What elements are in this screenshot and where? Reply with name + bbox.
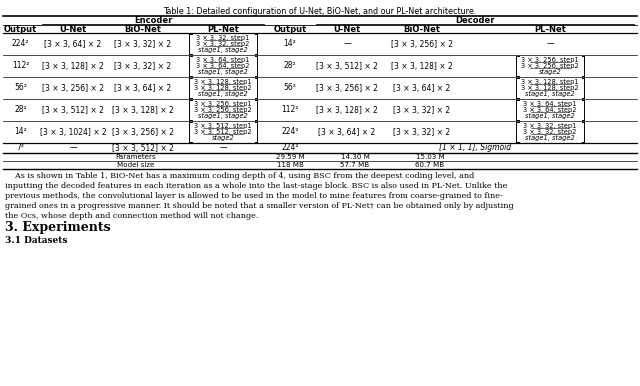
Text: 3 × 3, 64, step1: 3 × 3, 64, step1 (196, 57, 250, 63)
Text: 28²: 28² (14, 105, 27, 115)
Text: 3 × 3, 64, step2: 3 × 3, 64, step2 (196, 63, 250, 69)
Text: 3 × 3, 128, step1: 3 × 3, 128, step1 (195, 79, 252, 85)
Text: 7²: 7² (17, 144, 24, 152)
Text: stage1, stage2: stage1, stage2 (198, 113, 248, 119)
Text: 3 × 3, 32, step2: 3 × 3, 32, step2 (524, 129, 577, 135)
Text: [3 × 3, 128] × 2: [3 × 3, 128] × 2 (316, 105, 378, 115)
Text: [3 × 3, 64] × 2: [3 × 3, 64] × 2 (44, 39, 102, 49)
Text: [3 × 3, 256] × 2: [3 × 3, 256] × 2 (316, 83, 378, 93)
Text: 3. Experiments: 3. Experiments (5, 221, 111, 234)
Text: Table 1: Detailed configuration of U-Net, BiO-Net, and our PL-Net architecture.: Table 1: Detailed configuration of U-Net… (163, 7, 477, 17)
Text: [3 × 3, 512] × 2: [3 × 3, 512] × 2 (112, 144, 174, 152)
Text: Model size: Model size (117, 162, 154, 168)
Text: [3 × 3, 64] × 2: [3 × 3, 64] × 2 (318, 127, 376, 137)
Text: 3 × 3, 512, step2: 3 × 3, 512, step2 (194, 129, 252, 135)
Text: [3 × 3, 256] × 2: [3 × 3, 256] × 2 (42, 83, 104, 93)
Text: [3 × 3, 128] × 2: [3 × 3, 128] × 2 (42, 61, 104, 71)
Text: 3.1 Datasets: 3.1 Datasets (5, 236, 67, 245)
Text: 118 MB: 118 MB (276, 162, 303, 168)
Text: stage1, stage2: stage1, stage2 (198, 47, 248, 53)
Text: —: — (69, 144, 77, 152)
Text: [3 × 3, 32] × 2: [3 × 3, 32] × 2 (394, 105, 451, 115)
Text: 14²: 14² (14, 127, 27, 137)
Text: 224²: 224² (281, 127, 299, 137)
Text: 112²: 112² (282, 105, 299, 115)
Text: 3 × 3, 32, step1: 3 × 3, 32, step1 (524, 123, 577, 129)
Text: stage1, stage2: stage1, stage2 (525, 135, 575, 141)
Text: 56²: 56² (284, 83, 296, 93)
Text: 14.30 M: 14.30 M (340, 154, 369, 160)
Text: [3 × 3, 256] × 2: [3 × 3, 256] × 2 (112, 127, 174, 137)
Text: 57.7 MB: 57.7 MB (340, 162, 369, 168)
Text: 3 × 3, 128, step2: 3 × 3, 128, step2 (521, 85, 579, 91)
Text: 28²: 28² (284, 61, 296, 71)
Text: [3 × 3, 64] × 2: [3 × 3, 64] × 2 (115, 83, 172, 93)
Text: Output: Output (273, 24, 307, 34)
Text: BiO-Net: BiO-Net (125, 24, 161, 34)
Text: Output: Output (4, 24, 37, 34)
Text: U-Net: U-Net (60, 24, 86, 34)
Text: 3 × 3, 256, step1: 3 × 3, 256, step1 (521, 57, 579, 63)
Text: [3 × 3, 512] × 2: [3 × 3, 512] × 2 (316, 61, 378, 71)
Text: 112²: 112² (12, 61, 29, 71)
Text: 3 × 3, 64, step1: 3 × 3, 64, step1 (524, 101, 577, 107)
Text: 224²: 224² (12, 39, 29, 49)
Text: stage1, stage2: stage1, stage2 (198, 91, 248, 97)
Text: 60.7 MB: 60.7 MB (415, 162, 445, 168)
Text: stage2: stage2 (539, 69, 561, 75)
Text: Encoder: Encoder (134, 16, 172, 25)
Text: —: — (546, 39, 554, 49)
Text: [3 × 3, 32] × 2: [3 × 3, 32] × 2 (115, 39, 172, 49)
Text: [3 × 3, 256] × 2: [3 × 3, 256] × 2 (391, 39, 453, 49)
Text: 3 × 3, 256, step2: 3 × 3, 256, step2 (194, 107, 252, 113)
Text: stage2: stage2 (212, 135, 234, 141)
Text: PL-Net: PL-Net (207, 24, 239, 34)
Text: 3 × 3, 256, step1: 3 × 3, 256, step1 (194, 101, 252, 107)
Text: 3 × 3, 128, step2: 3 × 3, 128, step2 (194, 85, 252, 91)
Text: As is shown in Table 1, BiO-Net has a maximum coding depth of 4, using BSC from : As is shown in Table 1, BiO-Net has a ma… (5, 172, 514, 220)
Text: BiO-Net: BiO-Net (403, 24, 440, 34)
Text: Decoder: Decoder (455, 16, 495, 25)
Text: —: — (219, 144, 227, 152)
Text: Parameters: Parameters (115, 154, 156, 160)
Text: 224²: 224² (281, 144, 299, 152)
Text: 15.03 M: 15.03 M (415, 154, 444, 160)
Text: [3 × 3, 64] × 2: [3 × 3, 64] × 2 (394, 83, 451, 93)
Text: [3 × 3, 1024] × 2: [3 × 3, 1024] × 2 (40, 127, 106, 137)
Text: —: — (343, 39, 351, 49)
Text: U-Net: U-Net (333, 24, 360, 34)
Text: [1 × 1, 1], Sigmoid: [1 × 1, 1], Sigmoid (439, 144, 511, 152)
Text: 29.59 M: 29.59 M (276, 154, 305, 160)
Text: 3 × 3, 512, step1: 3 × 3, 512, step1 (195, 123, 252, 129)
Text: PL-Net: PL-Net (534, 24, 566, 34)
Text: [3 × 3, 128] × 2: [3 × 3, 128] × 2 (391, 61, 453, 71)
Text: 3 × 3, 32, step1: 3 × 3, 32, step1 (196, 35, 250, 41)
Text: stage1, stage2: stage1, stage2 (525, 113, 575, 119)
Text: 3 × 3, 64, step2: 3 × 3, 64, step2 (524, 107, 577, 113)
Text: stage1, stage2: stage1, stage2 (525, 91, 575, 97)
Text: [3 × 3, 32] × 2: [3 × 3, 32] × 2 (394, 127, 451, 137)
Text: [3 × 3, 512] × 2: [3 × 3, 512] × 2 (42, 105, 104, 115)
Text: [3 × 3, 128] × 2: [3 × 3, 128] × 2 (112, 105, 174, 115)
Text: 14²: 14² (284, 39, 296, 49)
Text: [3 × 3, 32] × 2: [3 × 3, 32] × 2 (115, 61, 172, 71)
Text: 3 × 3, 32, step2: 3 × 3, 32, step2 (196, 41, 250, 47)
Text: 56²: 56² (14, 83, 27, 93)
Text: 3 × 3, 256, step2: 3 × 3, 256, step2 (521, 63, 579, 69)
Text: stage1, stage2: stage1, stage2 (198, 69, 248, 75)
Text: 3 × 3, 128, step1: 3 × 3, 128, step1 (521, 79, 579, 85)
